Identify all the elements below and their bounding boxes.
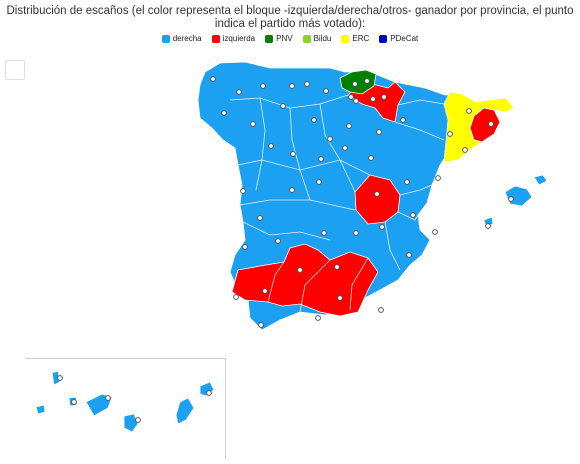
island-tenerife[interactable] (85, 393, 113, 417)
province-dot[interactable] (105, 395, 111, 401)
province-dot[interactable] (242, 244, 248, 250)
province-dot[interactable] (210, 76, 216, 82)
province-dot[interactable] (410, 212, 416, 218)
legend-item-derecha[interactable]: derecha (161, 34, 202, 43)
legend-label-pdecat: PDeCat (390, 34, 419, 43)
province-dot[interactable] (337, 295, 343, 301)
province-dots (57, 76, 514, 423)
legend-item-pdecat[interactable]: PDeCat (379, 34, 418, 43)
province-dot[interactable] (236, 89, 242, 95)
legend-item-pnv[interactable]: PNV (265, 34, 293, 43)
province-dot[interactable] (462, 147, 468, 153)
province-dot[interactable] (370, 96, 376, 102)
canary-inset-frame (25, 358, 226, 459)
legend: derecha izquierda PNV Bildu ERC PDeCat (150, 34, 430, 43)
reset-zoom-button[interactable] (5, 60, 25, 80)
island-la-palma[interactable] (51, 370, 61, 386)
province-dot[interactable] (346, 123, 352, 129)
province-dot[interactable] (435, 175, 441, 181)
province-dot[interactable] (353, 230, 359, 236)
province-dot[interactable] (342, 145, 348, 151)
province-dot[interactable] (508, 196, 514, 202)
region-cataluna-erc[interactable] (443, 91, 515, 163)
province-dot[interactable] (381, 94, 387, 100)
legend-swatch-pdecat (379, 34, 388, 43)
legend-label-pnv: PNV (276, 34, 293, 43)
island-el-hierro[interactable] (35, 404, 46, 415)
province-dot[interactable] (268, 143, 274, 149)
province-dot[interactable] (376, 129, 382, 135)
legend-label-izquierda: izquierda (222, 34, 256, 43)
island-menorca[interactable] (533, 174, 548, 186)
province-dot[interactable] (364, 78, 370, 84)
province-dot[interactable] (57, 375, 63, 381)
legend-label-derecha: derecha (172, 34, 202, 43)
province-dot[interactable] (466, 108, 472, 114)
legend-swatch-izquierda (211, 34, 220, 43)
province-dot[interactable] (327, 136, 333, 142)
legend-swatch-pnv (265, 34, 274, 43)
province-dot[interactable] (488, 121, 494, 127)
province-dot[interactable] (485, 223, 491, 229)
province-dot[interactable] (311, 117, 317, 123)
island-gran-canaria[interactable] (123, 413, 139, 433)
legend-item-bildu[interactable]: Bildu (302, 34, 332, 43)
region-pais-vasco-pnv[interactable] (339, 69, 377, 95)
province-dot[interactable] (406, 252, 412, 258)
legend-item-erc[interactable]: ERC (341, 34, 369, 43)
island-mallorca[interactable] (504, 185, 533, 207)
province-dot[interactable] (233, 294, 239, 300)
province-dot[interactable] (221, 110, 227, 116)
province-dot[interactable] (348, 94, 354, 100)
legend-swatch-bildu (302, 34, 311, 43)
legend-swatch-erc (341, 34, 350, 43)
province-dot[interactable] (378, 307, 384, 313)
province-dot[interactable] (290, 151, 296, 157)
province-dot[interactable] (334, 264, 340, 270)
province-dot[interactable] (447, 131, 453, 137)
province-dot[interactable] (260, 83, 266, 89)
province-dot[interactable] (323, 88, 329, 94)
province-dot[interactable] (250, 121, 256, 127)
province-dot[interactable] (374, 191, 380, 197)
province-dot[interactable] (262, 288, 268, 294)
legend-item-izquierda[interactable]: izquierda (211, 34, 256, 43)
province-dot[interactable] (135, 417, 141, 423)
province-dot[interactable] (297, 267, 303, 273)
legend-swatch-derecha (161, 34, 170, 43)
legend-label-bildu: Bildu (313, 34, 332, 43)
province-dot[interactable] (318, 156, 324, 162)
province-dot[interactable] (379, 224, 385, 230)
province-dot[interactable] (353, 98, 359, 104)
island-fuerteventura[interactable] (175, 397, 195, 425)
province-dot[interactable] (315, 315, 321, 321)
province-dot[interactable] (280, 103, 286, 109)
province-dot[interactable] (368, 155, 374, 161)
legend-label-erc: ERC (352, 34, 370, 43)
province-dot[interactable] (289, 187, 295, 193)
province-dot[interactable] (400, 117, 406, 123)
province-dot[interactable] (304, 81, 310, 87)
province-dot[interactable] (257, 215, 263, 221)
province-dot[interactable] (352, 81, 358, 87)
map-title: Distribución de escaños (el color repres… (6, 5, 574, 30)
province-borders (229, 94, 445, 313)
province-dot[interactable] (404, 179, 410, 185)
province-dot[interactable] (275, 238, 281, 244)
province-dot[interactable] (206, 390, 212, 396)
province-dot[interactable] (316, 179, 322, 185)
province-dot[interactable] (432, 229, 438, 235)
province-dot[interactable] (321, 230, 327, 236)
province-dot[interactable] (258, 322, 264, 328)
province-dot[interactable] (240, 188, 246, 194)
province-dot[interactable] (71, 399, 77, 405)
province-dot[interactable] (289, 83, 295, 89)
